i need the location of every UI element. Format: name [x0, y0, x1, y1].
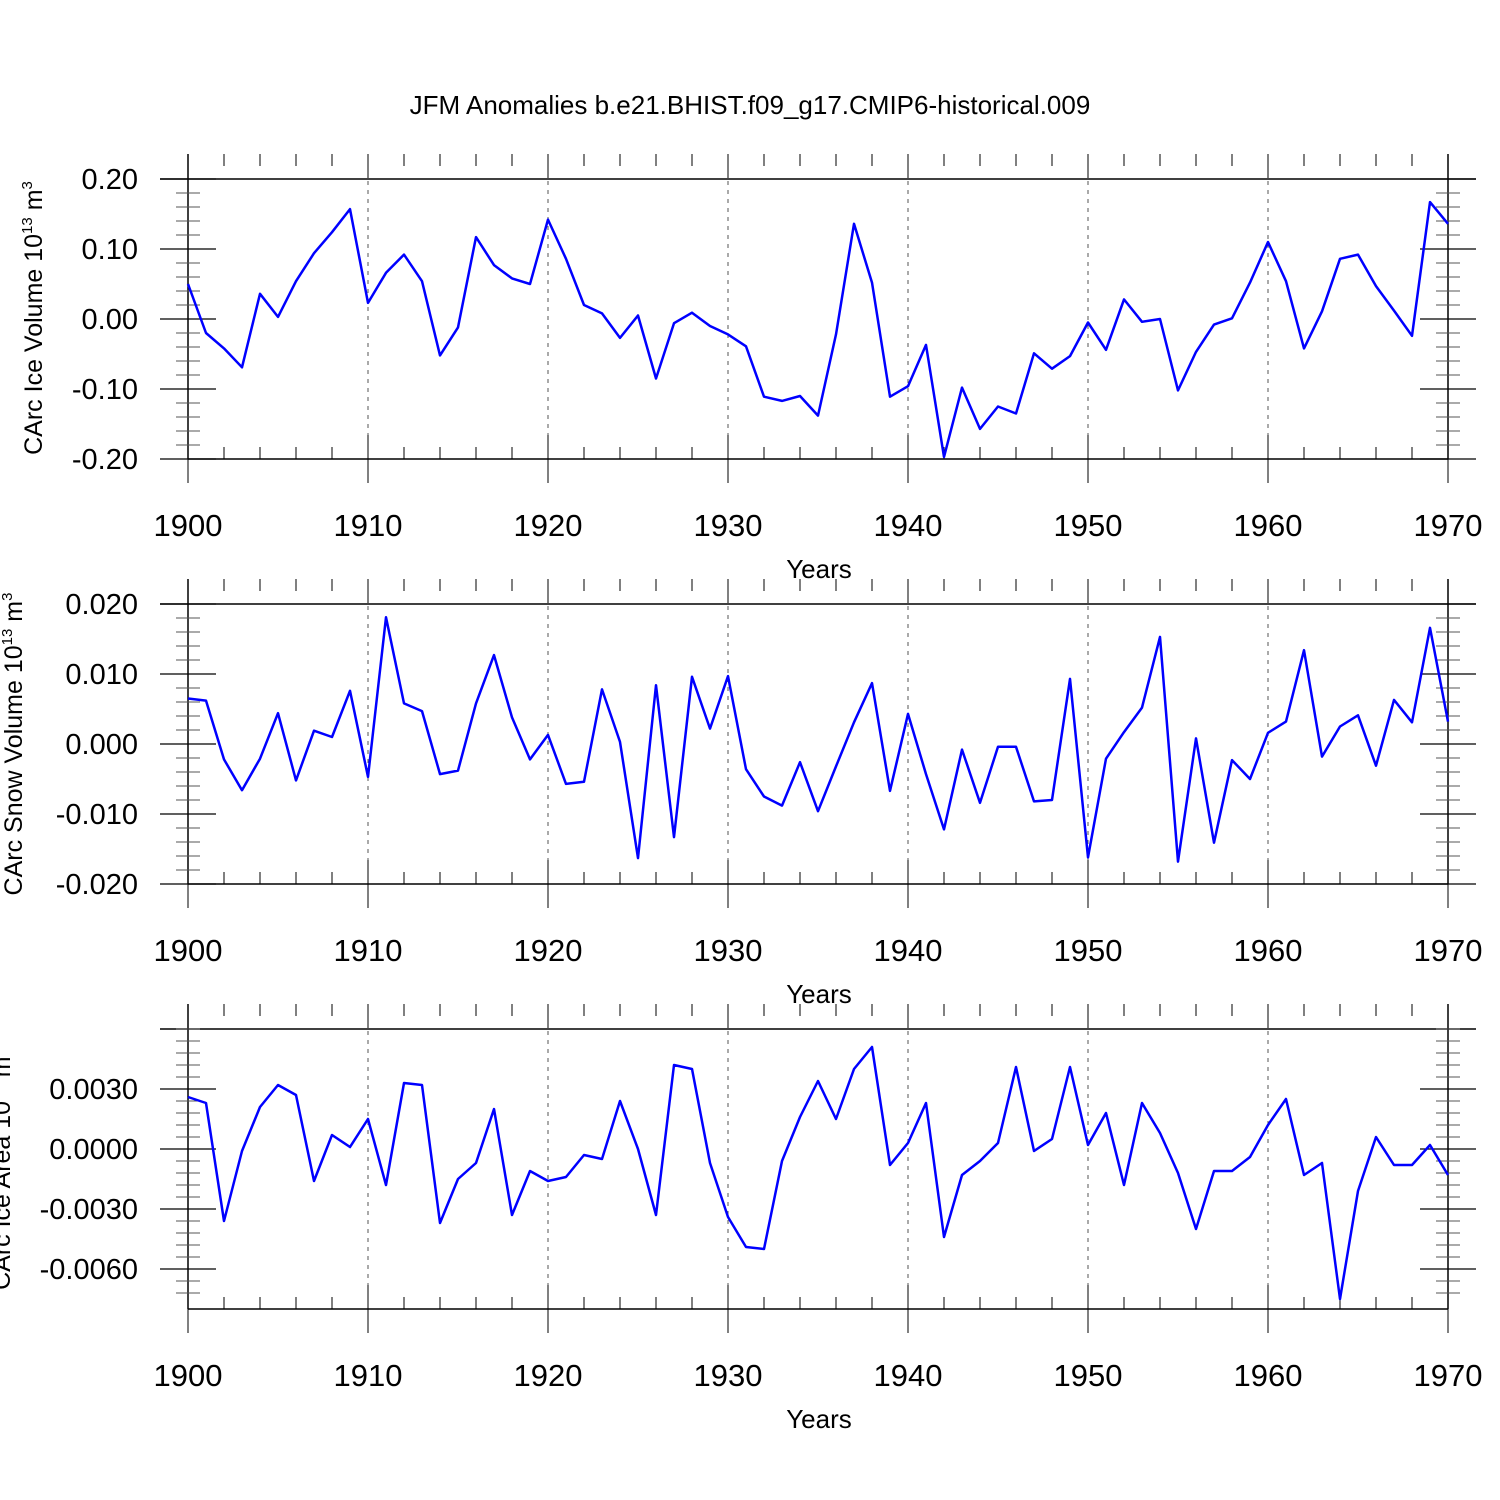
x-tick-label: 1920: [514, 933, 583, 968]
y-tick-label: -0.10: [72, 374, 138, 406]
x-tick-label: 1930: [694, 933, 763, 968]
y-tick-label: 0.00: [82, 304, 138, 336]
x-tick-label: 1940: [874, 933, 943, 968]
panel-ice-volume: Years CArc Ice Volume 1013 m3: [19, 181, 852, 584]
y-tick-label: -0.0030: [40, 1194, 138, 1226]
y-axis-label: CArc Ice Volume 1013 m3: [19, 181, 48, 455]
y-tick-label: 0.010: [65, 659, 138, 691]
y-tick-label: -0.0060: [40, 1254, 138, 1286]
y-tick-label: 0.0030: [49, 1074, 138, 1106]
x-tick-label: 1960: [1234, 1358, 1303, 1393]
y-tick-label: 0.000: [65, 729, 138, 761]
y-tick-label: 0.20: [82, 164, 138, 196]
series-line-snow-volume: [187, 616, 1450, 863]
x-tick-label: 1970: [1414, 508, 1483, 543]
x-tick-label: 1900: [154, 1358, 223, 1393]
plot-snow-volume: 1900 1910 1920 1930 1940 1950 1960 1970 0.020 0.0…: [56, 579, 1483, 968]
x-tick-label: 1940: [874, 508, 943, 543]
y-tick-label: 0.0000: [49, 1134, 138, 1166]
x-tick-label: 1910: [334, 508, 403, 543]
plot-ice-volume: 1900 1910 1920 1930 1940 1950 1960 1970 0.20 0.10…: [72, 154, 1483, 543]
x-tick-label: 1910: [334, 933, 403, 968]
y-tick-label: -0.010: [56, 799, 138, 831]
chart-title: JFM Anomalies b.e21.BHIST.f09_g17.CMIP6-…: [410, 90, 1091, 120]
y-tick-label: -0.020: [56, 869, 138, 901]
y-axis-label: CArc Snow Volume 1013 m3: [0, 593, 28, 896]
x-axis-label: Years: [786, 1404, 852, 1434]
x-tick-label: 1900: [154, 508, 223, 543]
x-tick-label: 1960: [1234, 508, 1303, 543]
y-axis-label: CArc Ice Area 1013 m2: [0, 1048, 16, 1290]
x-tick-label: 1940: [874, 1358, 943, 1393]
y-tick-label: 0.020: [65, 589, 138, 621]
x-tick-label: 1920: [514, 508, 583, 543]
series-line-ice-volume: [186, 200, 1449, 459]
x-tick-label: 1930: [694, 1358, 763, 1393]
x-tick-label: 1910: [334, 1358, 403, 1393]
x-tick-label: 1960: [1234, 933, 1303, 968]
x-tick-label: 1950: [1054, 1358, 1123, 1393]
x-axis-label: Years: [786, 554, 852, 584]
panel-ice-area: Years CArc Ice Area 1013 m2: [0, 1048, 852, 1434]
x-tick-label: 1950: [1054, 508, 1123, 543]
x-tick-label: 1920: [514, 1358, 583, 1393]
series-line-ice-area: [187, 1045, 1450, 1301]
x-tick-label: 1930: [694, 508, 763, 543]
x-axis-label: Years: [786, 979, 852, 1009]
x-tick-label: 1900: [154, 933, 223, 968]
panel-snow-volume: Years CArc Snow Volume 1013 m3: [0, 593, 852, 1009]
plot-ice-area: 1900 1910 1920 1930 1940 1950 1960 1970 0.0030 0.…: [40, 1004, 1483, 1393]
y-tick-label: 0.10: [82, 234, 138, 266]
x-tick-label: 1950: [1054, 933, 1123, 968]
y-tick-label: -0.20: [72, 444, 138, 476]
x-tick-label: 1970: [1414, 933, 1483, 968]
x-tick-label: 1970: [1414, 1358, 1483, 1393]
